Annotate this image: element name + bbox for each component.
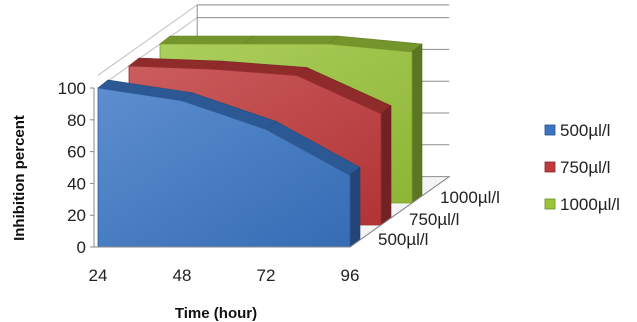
legend-item: 1000µl/l (544, 195, 620, 214)
area-side-face (411, 43, 423, 204)
x-tick-label: 48 (173, 266, 192, 285)
legend-label: 750µl/l (560, 158, 610, 177)
legend-swatch (544, 124, 556, 136)
series-500µl/l (97, 79, 361, 248)
x-tick-label: 96 (341, 266, 360, 285)
legend-label: 1000µl/l (560, 195, 620, 214)
y-tick-label: 80 (67, 111, 86, 130)
area-side-face (349, 166, 361, 248)
legend-item: 750µl/l (544, 158, 610, 177)
legend: 500µl/l 750µl/l 1000µl/l (544, 121, 620, 214)
y-tick-label: 100 (58, 79, 86, 98)
depth-label: 500µl/l (378, 230, 428, 249)
legend-label: 500µl/l (560, 121, 610, 140)
y-tick-label: 20 (67, 206, 86, 225)
legend-item: 500µl/l (544, 121, 610, 140)
series-group (97, 35, 423, 248)
area-top-surface (159, 35, 255, 45)
depth-label: 750µl/l (409, 210, 459, 229)
gridline-side (97, 17, 198, 89)
depth-label: 1000µl/l (440, 188, 500, 207)
y-axis-title: Inhibition percent (11, 115, 28, 241)
area-side-face (380, 105, 392, 226)
depth-axis-line (349, 176, 450, 248)
gridline-side (97, 4, 198, 76)
x-axis-title: Time (hour) (175, 305, 257, 322)
area-top-surface (243, 35, 339, 45)
x-tick-label: 72 (257, 266, 276, 285)
y-tick-label: 0 (77, 238, 86, 257)
legend-swatch (544, 198, 556, 210)
x-tick-label: 24 (89, 266, 108, 285)
y-tick-label: 60 (67, 143, 86, 162)
tick-labels: 0 20 40 60 80 100 24 48 72 96 (58, 79, 360, 285)
axes (93, 88, 450, 248)
y-tick-label: 40 (67, 174, 86, 193)
legend-swatch (544, 161, 556, 173)
